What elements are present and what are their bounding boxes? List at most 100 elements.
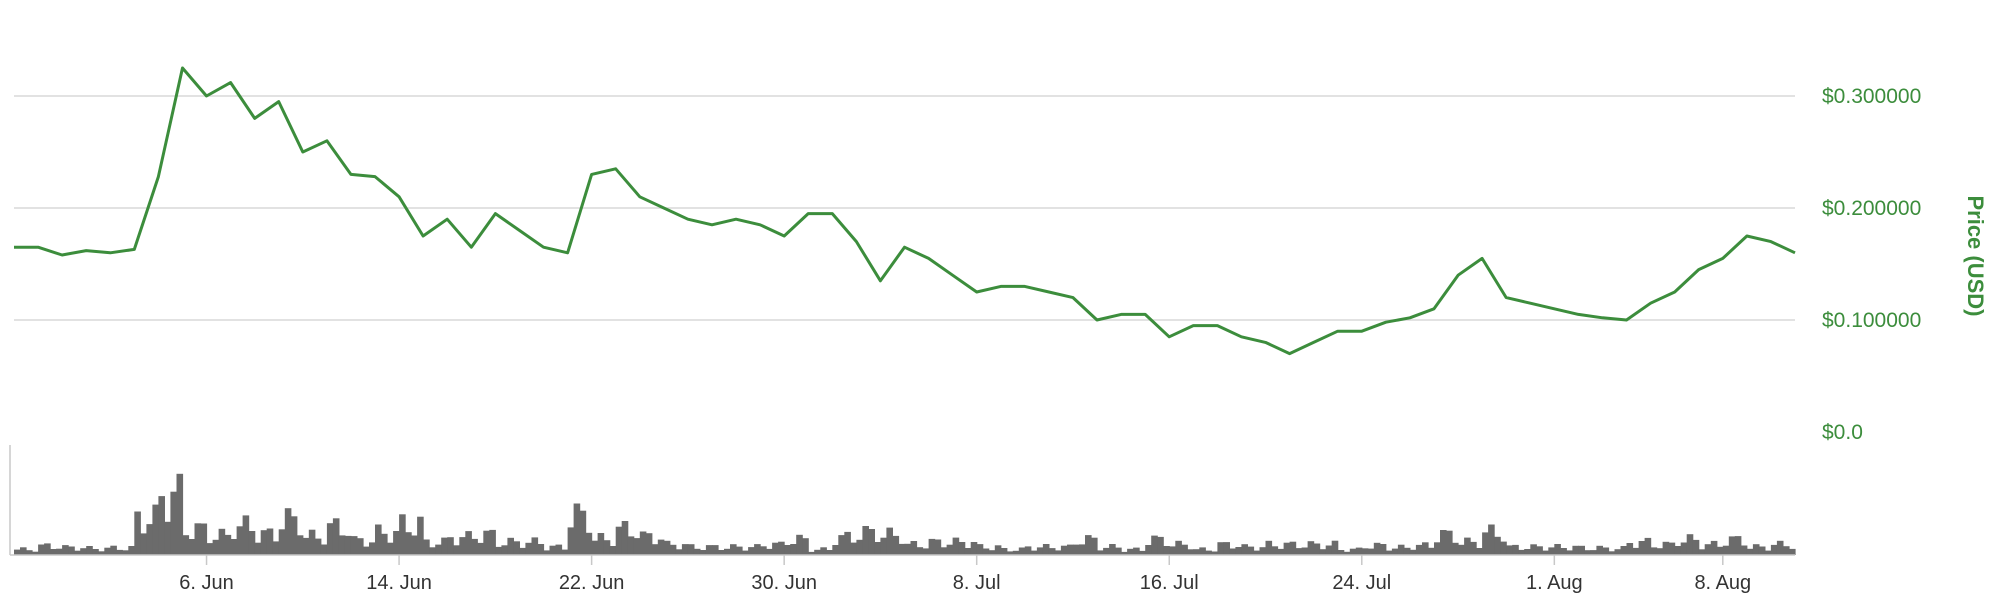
volume-bar [1145,545,1152,555]
volume-bar [1656,548,1664,555]
volume-bar [1482,532,1489,555]
volume-bar [1391,548,1399,555]
volume-bar [681,544,689,555]
volume-bar [332,518,340,555]
volume-bar [1409,549,1417,555]
volume-bar [898,543,906,555]
volume-bar [1175,540,1182,555]
volume-bar [886,527,893,555]
volume-bar [820,547,827,555]
volume-bar [1349,548,1357,555]
volume-bar [1422,542,1429,555]
volume-bar [38,544,45,555]
volume-bar [1662,541,1670,555]
volume-bar [916,547,924,555]
volume-bar [1223,542,1230,555]
volume-bar [1385,550,1393,555]
volume-bar [1379,544,1387,555]
volume-bar [1355,547,1363,555]
volume-bar [657,539,665,555]
volume-bar [1169,546,1176,555]
volume-bar [1500,541,1507,555]
volume-bar [363,546,370,555]
volume-bar [1452,542,1459,555]
volume-bar [489,529,496,555]
volume-bar [278,529,286,555]
volume-bar [1211,551,1218,555]
volume-bar [453,545,460,555]
volume-bar [200,523,208,555]
volume-bar [579,510,587,555]
volume-bar [176,473,184,555]
volume-bar [266,528,274,555]
volume-bar [1283,542,1291,555]
volume-bar [471,538,478,555]
volume-bar [543,550,551,555]
volume-bar [1000,548,1008,555]
volume-bar [302,537,310,555]
volume-bar [994,545,1002,555]
volume-bar [705,545,713,555]
volume-bar [1428,547,1435,555]
x-tick-label: 1. Aug [1526,572,1583,594]
volume-bar [429,547,436,555]
volume-bar [1307,541,1315,555]
volume-bar [1446,530,1453,555]
volume-bar [1596,545,1603,555]
volume-bar [86,546,93,555]
volume-bar [1301,547,1309,555]
volume-bar [1716,546,1724,555]
volume-bar [1783,546,1790,555]
volume-bar [507,537,514,555]
x-tick-label: 8. Aug [1694,572,1751,594]
volume-bar [206,543,214,555]
y-tick-label: $0.0 [1822,421,1863,444]
volume-bar [718,550,725,555]
x-tick-label: 24. Jul [1332,572,1391,594]
volume-bar [1367,548,1375,555]
volume-bar [988,550,996,555]
volume-bar [1644,537,1652,555]
volume-bar [1067,544,1074,555]
volume-bar [730,544,737,555]
volume-bar [260,530,268,555]
volume-bar [826,550,833,555]
volume-bar [477,542,484,555]
volume-bar [1536,546,1543,555]
volume-bar [501,545,508,555]
volume-bar [1740,545,1748,555]
volume-bar [555,544,563,555]
volume-bar [26,550,33,555]
volume-bar [1361,548,1369,555]
volume-bar [1319,549,1327,555]
volume-bar [651,544,659,555]
volume-bar [1470,541,1477,555]
volume-bar [338,535,346,555]
volume-bar [1789,548,1796,555]
volume-bar [20,547,27,555]
volume-bar [254,542,262,555]
volume-bar [1313,543,1321,555]
volume-bars [14,473,1796,555]
volume-bar [218,528,226,555]
volume-bar [639,531,647,555]
x-tick-label: 8. Jul [953,572,1001,594]
volume-bar [50,549,57,555]
volume-bar [850,542,857,555]
volume-bar [164,521,171,555]
volume-bar [958,542,966,555]
volume-bar [1440,530,1447,555]
volume-bar [182,535,190,555]
volume-bar [188,539,196,555]
volume-bar [609,546,617,555]
volume-bar [645,533,653,555]
volume-bar [152,504,159,555]
volume-bar [1373,542,1381,555]
volume-bar [122,550,129,555]
volume-bar [441,537,448,555]
volume-bar [1728,536,1736,555]
volume-bar [224,534,232,555]
volume-bar [591,540,599,555]
volume-bar [1770,544,1778,555]
volume-bar [194,523,202,555]
